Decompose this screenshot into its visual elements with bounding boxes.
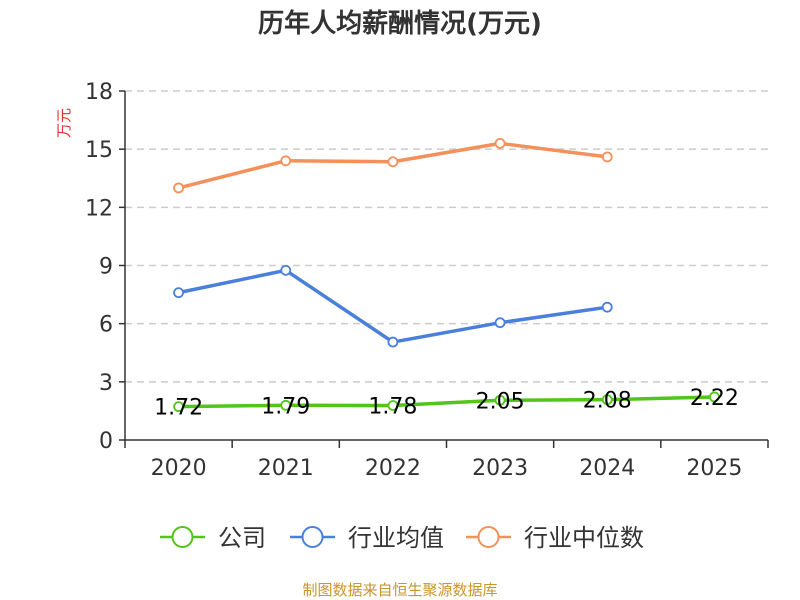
data-point[interactable] — [280, 155, 292, 167]
y-tick-label: 18 — [85, 80, 113, 105]
data-point[interactable] — [494, 317, 506, 329]
x-tick-label: 2023 — [472, 456, 528, 481]
y-tick-label: 3 — [99, 371, 113, 396]
x-tick-label: 2025 — [686, 456, 742, 481]
data-point[interactable] — [601, 394, 613, 406]
data-point[interactable] — [173, 182, 184, 194]
data-label: 2.08 — [583, 389, 632, 414]
legend-label: 公司 — [218, 524, 266, 552]
data-point[interactable] — [494, 394, 506, 406]
x-tick-label: 2021 — [258, 456, 314, 481]
series-line — [176, 395, 717, 409]
axes: 0 3 6 9 12 15 18 2020 2021 2022 2023 2024 2025 — [85, 80, 769, 481]
data-label: 2.05 — [476, 389, 525, 414]
y-tick-label: 0 — [99, 429, 113, 454]
data-label: 2.22 — [690, 386, 739, 411]
data-point[interactable] — [387, 336, 399, 348]
data-labels: 1.72 1.79 1.78 2.05 2.08 2.22 — [154, 386, 739, 421]
legend-item[interactable]: 公司 — [160, 524, 266, 552]
x-tick-label: 2022 — [365, 456, 421, 481]
legend-marker — [171, 526, 194, 548]
x-tick-label: 2024 — [579, 456, 635, 481]
data-point[interactable] — [494, 137, 506, 149]
data-point[interactable] — [387, 156, 399, 168]
legend[interactable]: 公司 行业均值 行业中位数 — [160, 524, 644, 552]
x-tick-label: 2020 — [151, 456, 207, 481]
data-point[interactable] — [709, 391, 720, 403]
series-3 — [173, 137, 613, 194]
data-point[interactable] — [173, 287, 184, 299]
source-note: 制图数据来自恒生聚源数据库 — [302, 581, 497, 599]
series-2 — [173, 264, 613, 348]
legend-marker — [301, 526, 324, 548]
y-axis-label: 万元 — [55, 108, 73, 138]
data-label: 1.79 — [261, 394, 310, 419]
data-point[interactable] — [601, 301, 613, 313]
series-line — [176, 268, 609, 344]
data-point[interactable] — [280, 399, 292, 411]
y-tick-label: 9 — [99, 255, 113, 280]
data-point[interactable] — [173, 401, 184, 413]
legend-item[interactable]: 行业均值 — [290, 524, 444, 552]
series-lines — [173, 137, 720, 413]
y-tick-label: 6 — [99, 313, 113, 338]
series-1 — [173, 391, 720, 413]
chart-title: 历年人均薪酬情况(万元) — [258, 8, 542, 39]
legend-label: 行业均值 — [348, 524, 444, 552]
legend-marker — [477, 526, 500, 548]
y-tick-label: 12 — [85, 196, 113, 221]
data-point[interactable] — [387, 400, 399, 411]
data-label: 1.72 — [154, 396, 203, 421]
y-tick-label: 15 — [85, 138, 113, 163]
data-label: 1.78 — [368, 394, 417, 419]
data-point[interactable] — [601, 151, 613, 163]
legend-item[interactable]: 行业中位数 — [466, 524, 644, 552]
data-point[interactable] — [280, 264, 292, 276]
grid-lines — [125, 90, 768, 383]
legend-label: 行业中位数 — [524, 524, 644, 552]
